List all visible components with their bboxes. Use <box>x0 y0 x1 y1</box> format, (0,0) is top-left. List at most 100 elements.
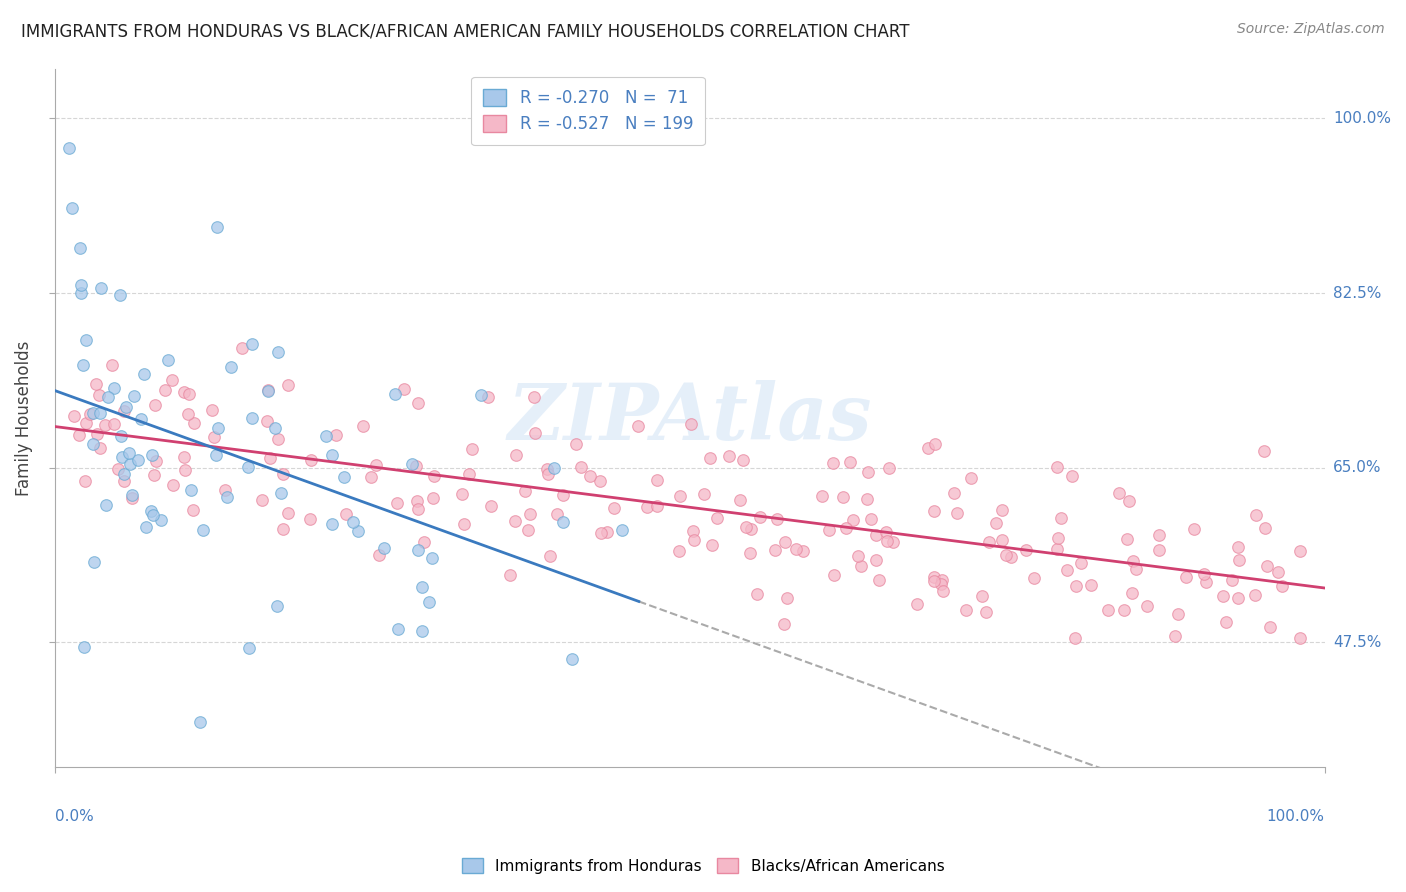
Point <box>1271 579 1294 593</box>
Point <box>553 515 575 529</box>
Point <box>205 448 228 462</box>
Point <box>470 388 492 402</box>
Point <box>922 570 945 584</box>
Point <box>875 525 897 540</box>
Point <box>1212 589 1234 603</box>
Point <box>79 407 101 421</box>
Point <box>149 513 172 527</box>
Point <box>775 535 797 549</box>
Point <box>591 525 613 540</box>
Point <box>240 337 263 351</box>
Point <box>110 429 132 443</box>
Text: 82.5%: 82.5% <box>1333 285 1381 301</box>
Point <box>647 499 669 513</box>
Point <box>405 494 427 508</box>
Point <box>1135 599 1157 614</box>
Point <box>876 533 898 548</box>
Point <box>1226 591 1249 605</box>
Point <box>173 385 195 400</box>
Point <box>481 500 503 514</box>
Point <box>84 377 107 392</box>
Point <box>731 452 754 467</box>
Point <box>271 522 294 536</box>
Point <box>772 617 794 632</box>
Point <box>112 475 135 489</box>
Point <box>277 377 299 392</box>
Point <box>1108 485 1130 500</box>
Point <box>569 460 592 475</box>
Point <box>277 506 299 520</box>
Point <box>72 640 94 654</box>
Point <box>636 500 658 514</box>
Point <box>519 508 541 522</box>
Point <box>1060 469 1083 483</box>
Point <box>267 433 290 447</box>
Text: 100.0%: 100.0% <box>1267 809 1324 824</box>
Point <box>602 501 624 516</box>
Point <box>1070 557 1092 571</box>
Point <box>979 535 1001 549</box>
Point <box>565 437 588 451</box>
Point <box>394 382 416 396</box>
Point <box>499 568 522 582</box>
Point <box>422 469 444 483</box>
Point <box>823 567 845 582</box>
Point <box>405 458 427 473</box>
Point <box>922 504 945 518</box>
Point <box>266 599 288 614</box>
Point <box>728 492 751 507</box>
Point <box>387 496 409 510</box>
Point <box>986 516 1008 530</box>
Point <box>960 471 983 485</box>
Point <box>856 491 879 506</box>
Point <box>543 460 565 475</box>
Point <box>250 493 273 508</box>
Point <box>1097 603 1119 617</box>
Legend: Immigrants from Honduras, Blacks/African Americans: Immigrants from Honduras, Blacks/African… <box>456 852 950 880</box>
Point <box>682 524 704 538</box>
Point <box>299 512 322 526</box>
Point <box>94 498 117 512</box>
Point <box>143 398 166 412</box>
Point <box>270 486 292 500</box>
Point <box>835 521 858 535</box>
Point <box>931 573 953 587</box>
Point <box>859 512 882 526</box>
Point <box>114 401 136 415</box>
Point <box>517 523 540 537</box>
Point <box>882 535 904 549</box>
Point <box>942 486 965 500</box>
Point <box>401 457 423 471</box>
Point <box>610 523 633 537</box>
Point <box>668 543 690 558</box>
Point <box>693 487 716 501</box>
Point <box>763 543 786 558</box>
Point <box>145 454 167 468</box>
Point <box>1014 542 1036 557</box>
Point <box>271 467 294 481</box>
Point <box>846 549 869 564</box>
Point <box>1244 508 1267 522</box>
Point <box>917 441 939 455</box>
Point <box>1063 631 1085 645</box>
Point <box>868 573 890 587</box>
Point <box>134 367 156 381</box>
Point <box>792 543 814 558</box>
Point <box>1022 571 1045 585</box>
Point <box>924 574 946 588</box>
Point <box>1256 559 1278 574</box>
Point <box>97 391 120 405</box>
Point <box>1182 522 1205 536</box>
Point <box>142 508 165 522</box>
Point <box>207 420 229 434</box>
Point <box>219 359 242 374</box>
Point <box>1192 566 1215 581</box>
Point <box>188 715 211 730</box>
Point <box>1226 540 1249 554</box>
Point <box>60 201 83 215</box>
Point <box>513 484 536 499</box>
Point <box>62 409 84 424</box>
Point <box>263 420 285 434</box>
Point <box>627 419 650 434</box>
Point <box>955 603 977 617</box>
